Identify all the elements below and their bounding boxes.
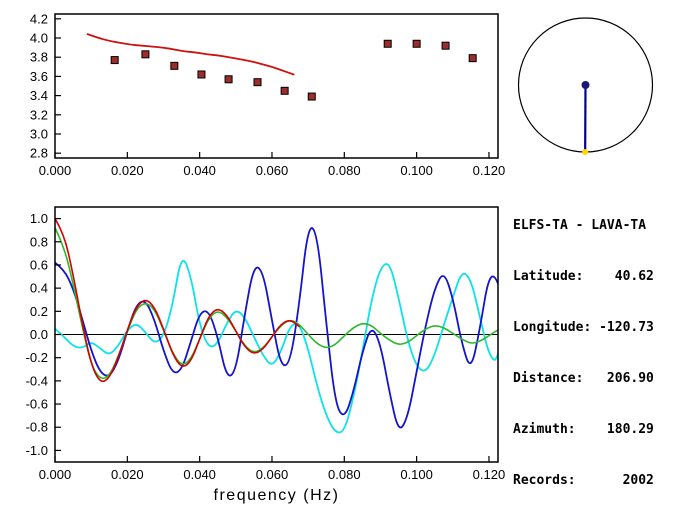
y-tick-label: 0.4 xyxy=(30,281,48,296)
plot-frame xyxy=(54,13,499,159)
cross-correlation-cyan-curve xyxy=(55,259,498,434)
correlation-chart: 0.000 0.020 0.040 0.060 0.080 0.100 0.120 -1.0 -… xyxy=(26,206,506,504)
y-tick-label: 1.0 xyxy=(30,211,48,226)
info-panel: ELFS-TA - LAVA-TA Latitude: 40.62 Longit… xyxy=(513,183,654,519)
x-tick-label: 0.000 xyxy=(39,467,72,482)
observed-phase-velocity-marker xyxy=(197,70,206,79)
observed-phase-velocity-marker xyxy=(141,50,150,59)
x-tick-label: 0.080 xyxy=(328,163,361,178)
observed-phase-velocity-marker xyxy=(441,41,450,50)
x-tick-label: 0.040 xyxy=(183,163,216,178)
x-tick-label: 0.020 xyxy=(111,467,144,482)
records-line: Records: 2002 xyxy=(513,473,654,488)
y-tick-label: 3.0 xyxy=(30,127,48,142)
predicted-dispersion-curve xyxy=(86,33,295,76)
y-tick-label: 2.8 xyxy=(30,146,48,161)
x-tick-label: 0.100 xyxy=(400,163,433,178)
y-tick-label: -0.4 xyxy=(26,373,48,388)
azimuth-compass xyxy=(517,17,654,155)
observed-phase-velocity-marker xyxy=(307,92,316,101)
y-tick-label: 4.0 xyxy=(30,31,48,46)
observed-phase-velocity-marker xyxy=(412,39,421,48)
latitude-line: Latitude: 40.62 xyxy=(513,269,654,284)
observed-phase-velocity-marker xyxy=(110,56,119,65)
y-tick-label: 0.0 xyxy=(30,327,48,342)
x-tick-label: 0.060 xyxy=(256,467,289,482)
y-tick-label: -0.8 xyxy=(26,420,48,435)
station-center-dot xyxy=(581,81,590,89)
observed-phase-velocity-marker xyxy=(224,75,233,84)
x-tick-label: 0.080 xyxy=(328,467,361,482)
y-tick-label: -1.0 xyxy=(26,443,48,458)
y-tick-label: -0.6 xyxy=(26,397,48,412)
observed-phase-velocity-marker xyxy=(468,54,477,63)
y-tick-label: 3.8 xyxy=(30,50,48,65)
distance-line: Distance: 206.90 xyxy=(513,371,654,386)
y-tick-label: 3.6 xyxy=(30,69,48,84)
x-tick-label: 0.120 xyxy=(473,163,506,178)
azimuth-line: Azimuth: 180.29 xyxy=(513,422,654,437)
x-tick-label: 0.120 xyxy=(473,467,506,482)
x-axis-title: frequency (Hz) xyxy=(214,487,340,504)
model-bessel-green-curve xyxy=(55,227,498,380)
observed-phase-velocity-marker xyxy=(170,61,179,70)
y-tick-label: 3.4 xyxy=(30,88,48,103)
y-tick-label: -0.2 xyxy=(26,350,48,365)
x-tick-label: 0.020 xyxy=(111,163,144,178)
fitted-bessel-red-curve xyxy=(55,217,300,383)
azimuth-end-dot xyxy=(582,148,589,155)
series-group xyxy=(86,33,477,101)
longitude-line: Longitude: -120.73 xyxy=(513,320,654,335)
x-tick-label: 0.100 xyxy=(400,467,433,482)
y-tick-label: 0.8 xyxy=(30,234,48,249)
cross-correlation-blue-curve xyxy=(55,227,498,429)
observed-phase-velocity-marker xyxy=(253,78,262,87)
x-tick-label: 0.060 xyxy=(256,163,289,178)
x-tick-label: 0.040 xyxy=(183,467,216,482)
series-group xyxy=(55,217,498,434)
station-pair-title: ELFS-TA - LAVA-TA xyxy=(513,218,647,233)
dispersion-chart: 0.000 0.020 0.040 0.060 0.080 0.100 0.120 2.8 3.… xyxy=(30,11,506,178)
y-tick-label: 3.2 xyxy=(30,107,48,122)
y-tick-label: 4.2 xyxy=(30,11,48,26)
y-tick-label: 0.2 xyxy=(30,304,48,319)
x-tick-label: 0.000 xyxy=(39,163,72,178)
observed-phase-velocity-marker xyxy=(383,39,392,48)
observed-phase-velocity-marker xyxy=(280,86,289,95)
y-tick-label: 0.6 xyxy=(30,257,48,272)
